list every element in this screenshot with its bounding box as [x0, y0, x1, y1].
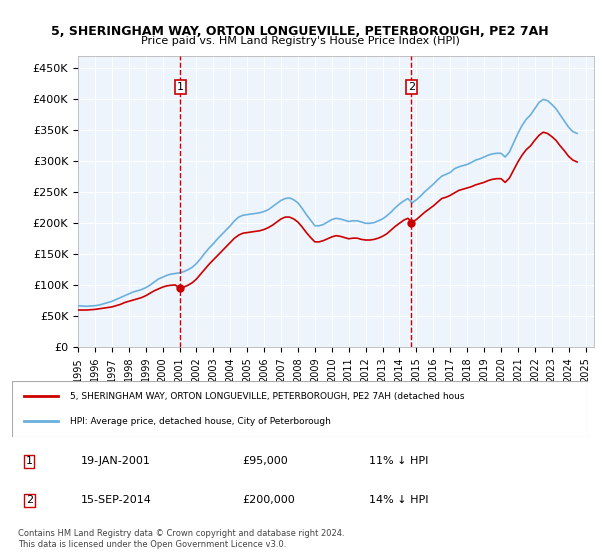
Text: 5, SHERINGHAM WAY, ORTON LONGUEVILLE, PETERBOROUGH, PE2 7AH: 5, SHERINGHAM WAY, ORTON LONGUEVILLE, PE…	[51, 25, 549, 38]
Text: 15-SEP-2014: 15-SEP-2014	[81, 496, 152, 505]
Text: 1: 1	[177, 82, 184, 92]
Text: 2: 2	[408, 82, 415, 92]
Text: Contains HM Land Registry data © Crown copyright and database right 2024.
This d: Contains HM Land Registry data © Crown c…	[18, 529, 344, 549]
Text: Price paid vs. HM Land Registry's House Price Index (HPI): Price paid vs. HM Land Registry's House …	[140, 36, 460, 46]
Text: 14% ↓ HPI: 14% ↓ HPI	[369, 496, 428, 505]
Text: £200,000: £200,000	[242, 496, 295, 505]
Text: 11% ↓ HPI: 11% ↓ HPI	[369, 456, 428, 466]
Text: 5, SHERINGHAM WAY, ORTON LONGUEVILLE, PETERBOROUGH, PE2 7AH (detached hous: 5, SHERINGHAM WAY, ORTON LONGUEVILLE, PE…	[70, 392, 464, 401]
Text: 2: 2	[26, 496, 33, 505]
Text: 1: 1	[26, 456, 33, 466]
Text: £95,000: £95,000	[242, 456, 288, 466]
Text: HPI: Average price, detached house, City of Peterborough: HPI: Average price, detached house, City…	[70, 417, 331, 426]
FancyBboxPatch shape	[12, 381, 588, 437]
Text: 19-JAN-2001: 19-JAN-2001	[81, 456, 151, 466]
